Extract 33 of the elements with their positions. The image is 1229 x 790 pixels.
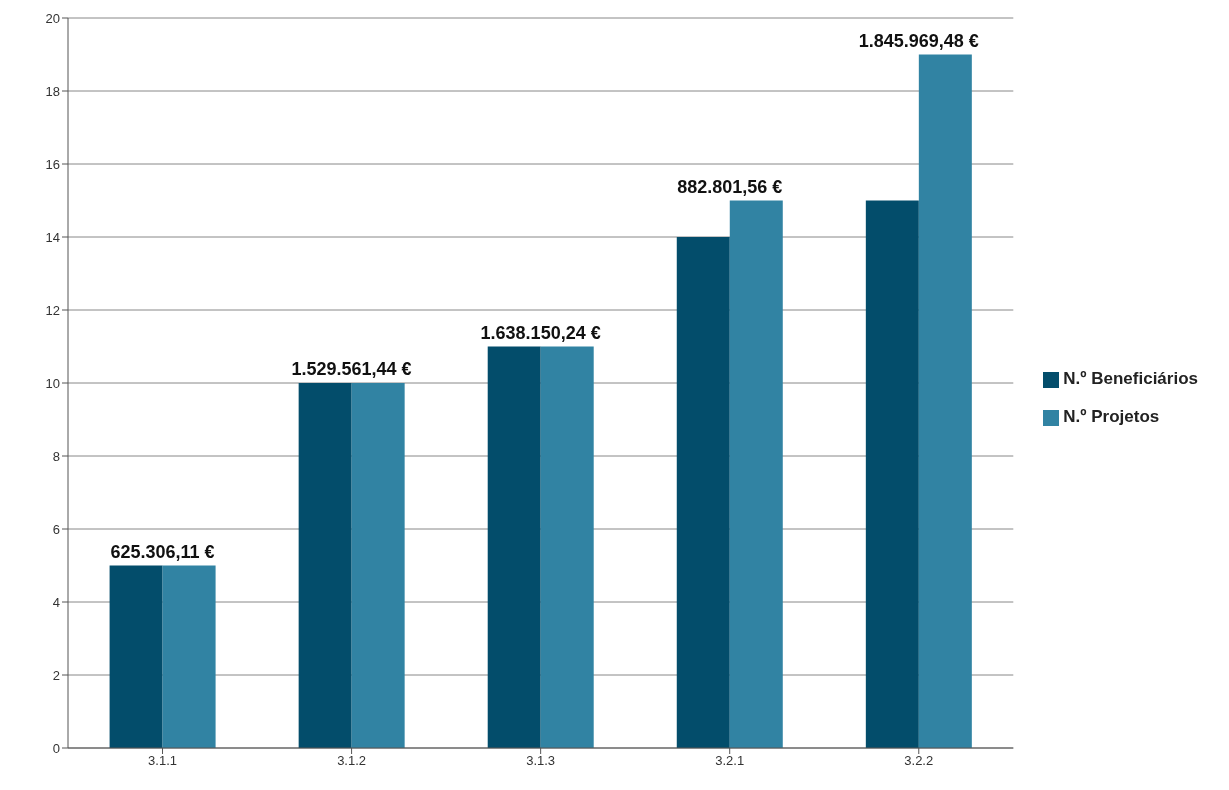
annotation: 1.845.969,48 € bbox=[858, 30, 979, 51]
y-tick-label: 14 bbox=[45, 229, 60, 245]
bar bbox=[162, 565, 216, 748]
bar bbox=[487, 346, 541, 748]
x-tick-label: 3.1.2 bbox=[337, 753, 367, 769]
y-tick-label: 4 bbox=[52, 594, 60, 610]
annotation: 882.801,56 € bbox=[677, 176, 783, 197]
bar bbox=[676, 237, 730, 748]
y-tick-label: 20 bbox=[45, 10, 60, 26]
bar bbox=[298, 383, 352, 748]
x-tick-label: 3.1.1 bbox=[148, 753, 177, 769]
y-tick-label: 0 bbox=[52, 740, 60, 756]
y-tick-label: 18 bbox=[45, 83, 60, 99]
annotation: 1.638.150,24 € bbox=[480, 322, 601, 343]
annotation: 625.306,11 € bbox=[110, 541, 215, 562]
y-tick-label: 6 bbox=[52, 521, 60, 537]
annotation: 1.529.561,44 € bbox=[291, 359, 412, 379]
legend-label: N.º Beneficiários bbox=[1063, 369, 1198, 388]
bar bbox=[865, 200, 919, 748]
x-tick-label: 3.1.3 bbox=[526, 753, 556, 769]
y-tick-label: 10 bbox=[45, 375, 60, 391]
bar bbox=[540, 346, 594, 748]
y-tick-label: 16 bbox=[45, 156, 60, 172]
y-tick-label: 2 bbox=[52, 667, 60, 683]
bar bbox=[918, 54, 972, 748]
y-tick-label: 8 bbox=[52, 448, 60, 464]
legend-label: N.º Projetos bbox=[1063, 407, 1160, 426]
bar bbox=[351, 383, 405, 748]
bar bbox=[109, 565, 163, 748]
bar bbox=[729, 200, 783, 748]
y-tick-label: 12 bbox=[45, 302, 60, 318]
x-tick-label: 3.2.1 bbox=[715, 753, 745, 769]
x-tick-label: 3.2.2 bbox=[904, 753, 934, 769]
